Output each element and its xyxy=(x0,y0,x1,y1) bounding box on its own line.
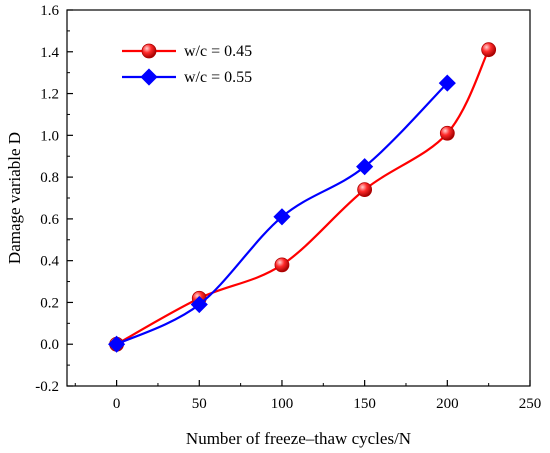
x-axis: 0 50 100 150 200 250 xyxy=(74,380,542,412)
y-tick-label: 1.6 xyxy=(40,3,59,19)
y-tick-label: 1.0 xyxy=(40,128,59,144)
legend-entry-1: w/c = 0.45 xyxy=(122,43,252,60)
y-tick-label: -0.2 xyxy=(35,379,59,395)
y-tick-label: 0.8 xyxy=(40,170,59,186)
data-point xyxy=(438,74,456,92)
legend-label: w/c = 0.45 xyxy=(184,43,252,60)
data-point xyxy=(273,208,291,226)
x-tick-label: 250 xyxy=(519,396,542,412)
y-axis: -0.2 0.0 0.2 0.4 0.6 0.8 1.0 1.2 1.4 1.6 xyxy=(35,3,73,395)
y-axis-title: Damage variable D xyxy=(5,132,24,264)
y-tick-label: 0.6 xyxy=(40,212,59,228)
plot-frame xyxy=(66,9,531,387)
legend: w/c = 0.45 w/c = 0.55 xyxy=(122,43,252,86)
series-2 xyxy=(108,74,456,353)
y-tick-label: 0.4 xyxy=(40,254,59,270)
data-point xyxy=(108,335,126,353)
x-tick-label: 200 xyxy=(436,396,459,412)
data-point xyxy=(190,295,208,314)
series-1 xyxy=(109,42,497,352)
x-tick-label: 0 xyxy=(113,396,121,412)
y-tick-label: 0.2 xyxy=(40,295,59,311)
data-point xyxy=(274,257,290,273)
legend-marker xyxy=(141,43,157,59)
data-point xyxy=(357,182,373,198)
legend-label: w/c = 0.55 xyxy=(184,69,252,86)
series-layer xyxy=(108,42,497,353)
x-tick-label: 50 xyxy=(192,396,207,412)
legend-entry-2: w/c = 0.55 xyxy=(122,68,252,86)
legend-marker xyxy=(140,68,158,86)
plot-border xyxy=(66,9,531,387)
data-point xyxy=(439,125,455,141)
series-line xyxy=(116,49,490,346)
x-tick-label: 100 xyxy=(271,396,294,412)
x-tick-label: 150 xyxy=(353,396,376,412)
y-tick-label: 1.2 xyxy=(40,87,59,103)
y-tick-label: 0.0 xyxy=(40,337,59,353)
y-tick-label: 1.4 xyxy=(40,45,59,61)
data-point xyxy=(356,158,374,176)
data-point xyxy=(481,42,497,58)
x-axis-title: Number of freeze–thaw cycles/N xyxy=(186,429,411,448)
